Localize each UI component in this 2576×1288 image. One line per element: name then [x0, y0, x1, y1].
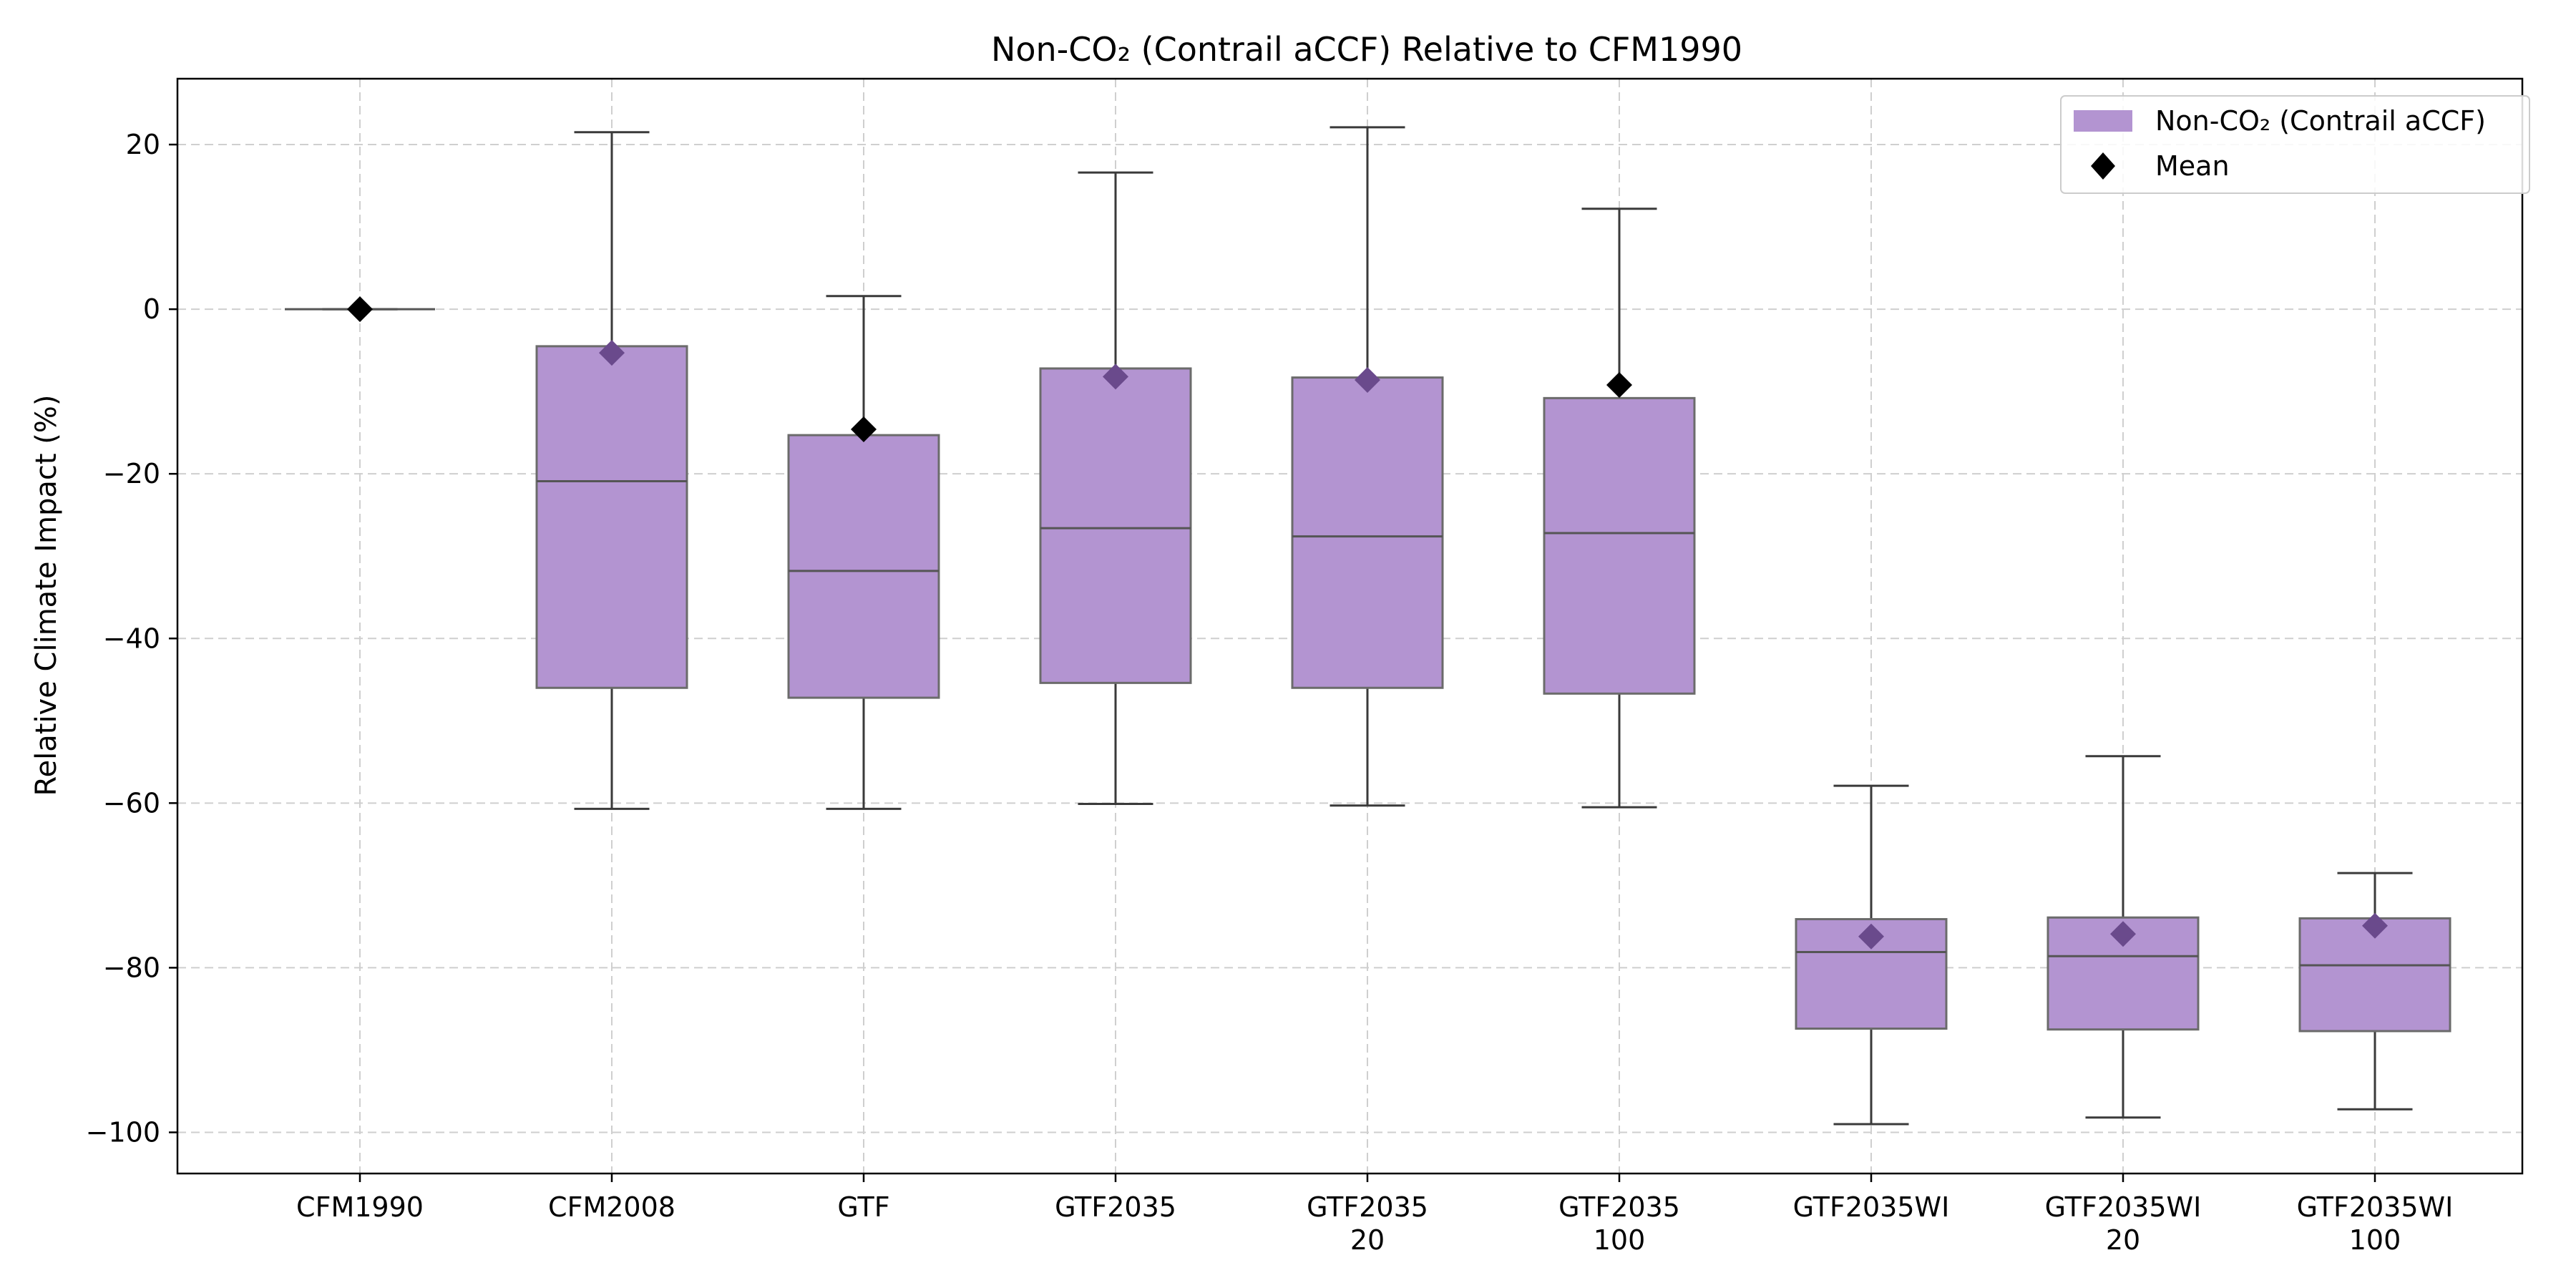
- x-axis-ticks: CFM1990 CFM2008 GTF GTF2035 GTF203520GTF2035…: [296, 1174, 2453, 1256]
- x-tick-label: GTF: [837, 1191, 889, 1223]
- x-tick-label: 100: [1594, 1224, 1646, 1256]
- mean-marker: [851, 416, 877, 443]
- mean-markers: [347, 296, 2388, 950]
- x-tick-label: 20: [1350, 1224, 1385, 1256]
- legend-swatch-mean: [2091, 152, 2115, 180]
- legend: Non-CO₂ (Contrail aCCF) Mean: [2060, 95, 2530, 194]
- mean-marker: [2362, 912, 2388, 939]
- x-tick-label: GTF2035WI: [2297, 1191, 2454, 1223]
- mean-marker: [599, 340, 625, 366]
- mean-marker: [1355, 367, 1380, 394]
- y-tick-label: 0: [143, 293, 160, 325]
- x-tick-label: 20: [2106, 1224, 2140, 1256]
- y-tick-label: −20: [103, 458, 160, 489]
- box-group: [1039, 171, 1192, 805]
- box-group: [535, 131, 688, 810]
- box-series: [285, 126, 2451, 1126]
- x-tick-label: 100: [2349, 1224, 2401, 1256]
- chart-title: Non-CO₂ (Contrail aCCF) Relative to CFM1…: [991, 30, 1742, 69]
- plot-area-frame: [176, 77, 2524, 1175]
- mean-marker: [1858, 923, 1884, 950]
- box-iqr: [787, 434, 940, 699]
- mean-marker: [1103, 364, 1128, 390]
- box-group: [1291, 126, 1444, 807]
- mean-marker: [1606, 371, 1632, 398]
- legend-label-mean: Mean: [2155, 150, 2230, 182]
- mean-marker: [347, 296, 373, 323]
- y-tick-label: −100: [86, 1116, 160, 1148]
- y-tick-label: −40: [103, 623, 160, 654]
- box-iqr: [1039, 367, 1192, 684]
- y-tick-label: 20: [126, 129, 160, 160]
- y-tick-label: −60: [103, 787, 160, 819]
- x-tick-label: CFM1990: [296, 1191, 424, 1223]
- x-tick-label: GTF2035: [1307, 1191, 1428, 1223]
- legend-frame: [2060, 95, 2530, 194]
- x-tick-label: CFM2008: [548, 1191, 675, 1223]
- y-axis-label: Relative Climate Impact (%): [30, 395, 63, 796]
- y-axis-ticks: −100 −80 −60 −40 −20 0 20: [86, 129, 177, 1148]
- mean-marker: [2110, 921, 2136, 947]
- box-group: [787, 295, 940, 810]
- x-tick-label: GTF2035WI: [1793, 1191, 1950, 1223]
- x-tick-label: GTF2035: [1558, 1191, 1680, 1223]
- box-group: [1543, 208, 1696, 809]
- legend-swatch-box: [2074, 110, 2132, 132]
- legend-label-box: Non-CO₂ (Contrail aCCF): [2155, 105, 2486, 137]
- box-iqr: [535, 345, 688, 689]
- box-iqr: [1543, 396, 1696, 695]
- box-group: [2298, 872, 2451, 1111]
- x-tick-label: GTF2035: [1055, 1191, 1176, 1223]
- y-tick-label: −80: [103, 952, 160, 983]
- x-tick-label: GTF2035WI: [2045, 1191, 2202, 1223]
- box-iqr: [1291, 376, 1444, 689]
